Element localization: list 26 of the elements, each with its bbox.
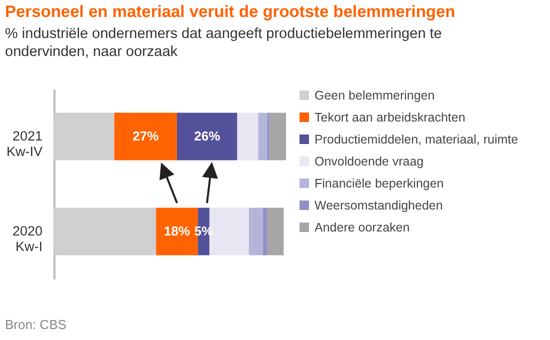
bar [248,208,263,256]
bar [270,112,286,160]
legend-label: Productiemiddelen, materiaal, ruimte [314,132,518,146]
legend-label: Onvoldoende vraag [314,154,424,168]
chart-title: Personeel en materiaal veruit de grootste belemmeringen [5,3,456,22]
legend-label: Financiële beperkingen [314,176,444,190]
bar [114,112,177,160]
bar [262,208,268,256]
data-label: 27% [132,128,160,144]
legend-label: Andere oorzaken [314,220,410,234]
y-tick-label: 2021 Kw-IV [6,128,42,159]
data-label: 18% [164,224,190,238]
data-label: 26% [194,128,221,144]
text: Bron: CBS [5,317,66,332]
bar [54,112,114,160]
bar [258,112,268,160]
bar [267,208,284,256]
bar [237,112,258,160]
bar [267,112,270,160]
legend-label: Weersomstandigheden [314,198,443,212]
bar [54,208,156,256]
legend-label: Tekort aan arbeidskrachten [314,110,466,124]
chart-subtitle: % industriële ondernemers dat aangeeft productiebelemmeringen te ondervinden, naar oorzaak [5,25,443,61]
bar [176,112,238,160]
legend-label: Geen belemmeringen [314,88,435,102]
y-tick-label: 2020 Kw-I [12,224,42,254]
